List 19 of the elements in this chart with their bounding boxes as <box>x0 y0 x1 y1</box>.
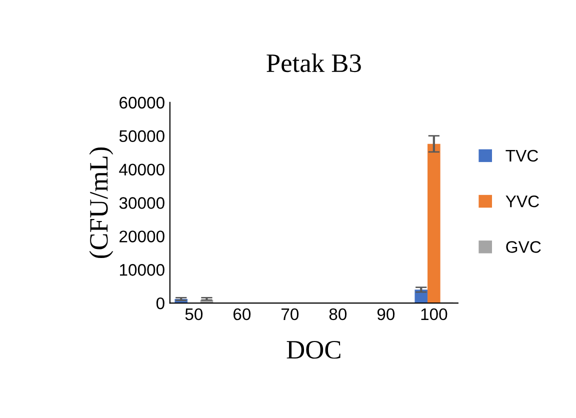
y-tick-label: 10000 <box>120 264 164 276</box>
y-tick-label: 40000 <box>119 164 164 176</box>
x-axis-title: DOC <box>286 340 340 359</box>
y-tick-label: 60000 <box>120 96 164 109</box>
legend-label: YVC <box>506 195 539 208</box>
y-tick-label: 50000 <box>119 130 164 142</box>
x-tick-label: 80 <box>329 308 347 320</box>
y-axis-title: (CFU/mL) <box>89 147 114 258</box>
x-tick-label: 60 <box>234 308 251 320</box>
y-tick-label: 0 <box>156 297 164 310</box>
x-tick-label: 50 <box>185 308 203 320</box>
x-tick-label: 100 <box>421 308 448 320</box>
chart-title: Petak B3 <box>266 54 361 72</box>
y-tick-label: 30000 <box>119 197 164 209</box>
legend-label: GVC <box>506 241 541 253</box>
y-tick-label: 20000 <box>120 230 164 242</box>
legend-label: TVC <box>506 150 538 162</box>
x-tick-label: 70 <box>282 308 299 320</box>
x-tick-label: 90 <box>377 308 395 320</box>
